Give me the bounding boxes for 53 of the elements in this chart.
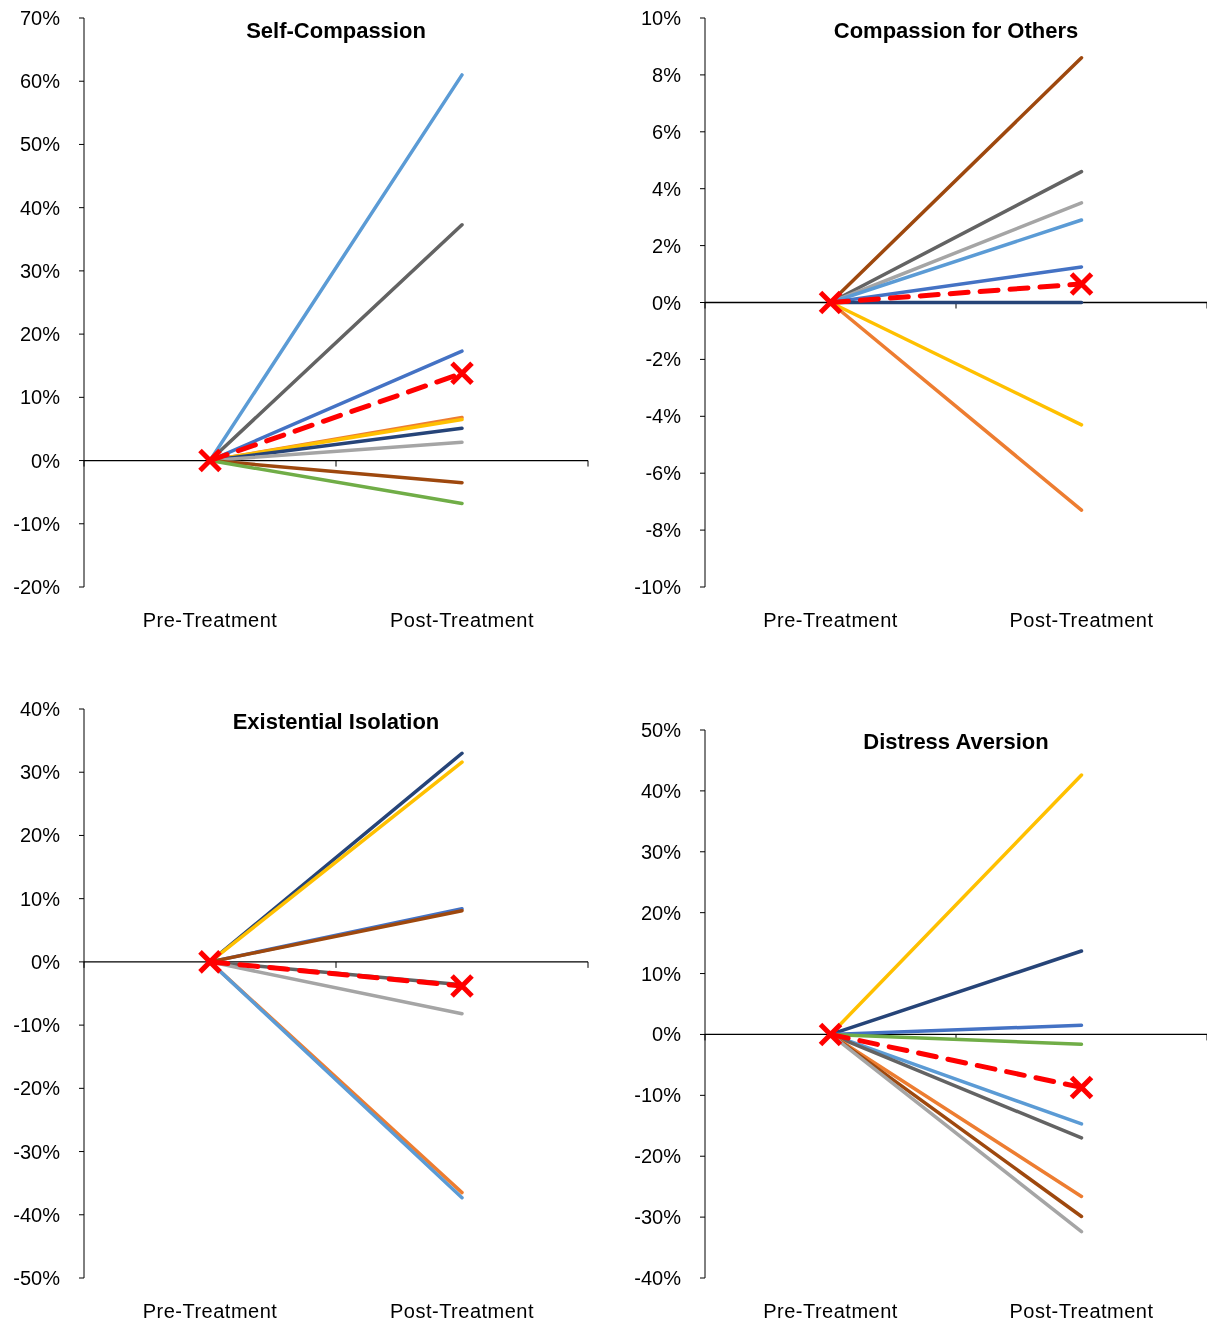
y-tick-label: 40%	[640, 779, 682, 802]
y-tick-label: -20%	[13, 576, 61, 598]
y-tick-label: 20%	[19, 323, 61, 346]
y-tick-label: -40%	[634, 1267, 682, 1289]
y-tick-label: 10%	[19, 386, 61, 409]
y-tick-label: -30%	[13, 1140, 61, 1163]
y-tick-label: -10%	[13, 1014, 61, 1037]
y-tick-label: 10%	[640, 7, 682, 29]
chart-title: Self-Compassion	[246, 17, 426, 43]
y-tick-label: 2%	[652, 234, 682, 257]
y-tick-label: -50%	[13, 1267, 61, 1289]
y-tick-label: -30%	[634, 1206, 682, 1229]
y-tick-label: 30%	[640, 840, 682, 863]
y-tick-label: 0%	[31, 449, 61, 472]
x-tick-label: Pre-Treatment	[763, 1300, 898, 1322]
y-tick-label: -2%	[645, 348, 682, 371]
y-tick-label: 60%	[19, 70, 61, 93]
y-tick-label: 40%	[19, 196, 61, 219]
y-tick-label: 0%	[652, 291, 682, 314]
y-tick-label: 10%	[640, 962, 682, 985]
y-tick-label: -40%	[13, 1203, 61, 1226]
x-tick-label: Pre-Treatment	[142, 609, 278, 631]
y-tick-label: 4%	[652, 177, 682, 200]
y-tick-label: -20%	[13, 1077, 61, 1100]
y-tick-label: 50%	[19, 133, 61, 156]
y-tick-label: 20%	[640, 901, 682, 924]
y-tick-label: -10%	[634, 1084, 682, 1107]
y-tick-label: 70%	[19, 7, 61, 29]
y-tick-label: 0%	[652, 1023, 682, 1046]
y-tick-label: -10%	[13, 512, 61, 535]
x-tick-label: Post-Treatment	[389, 609, 535, 631]
y-tick-label: -8%	[645, 519, 682, 542]
chart-title: Compassion for Others	[833, 17, 1079, 43]
y-tick-label: 10%	[19, 887, 61, 910]
y-tick-label: 6%	[652, 120, 682, 143]
x-tick-label: Pre-Treatment	[142, 1300, 278, 1322]
y-tick-label: -4%	[645, 405, 682, 428]
chart-title: Distress Aversion	[863, 728, 1049, 754]
y-tick-label: -6%	[645, 462, 682, 485]
x-tick-label: Post-Treatment	[389, 1300, 535, 1322]
y-tick-label: 30%	[19, 259, 61, 282]
chart-title: Existential Isolation	[232, 708, 440, 734]
y-tick-label: 20%	[19, 824, 61, 847]
y-tick-label: -20%	[634, 1145, 682, 1168]
x-tick-label: Post-Treatment	[1009, 1300, 1154, 1322]
x-tick-label: Pre-Treatment	[763, 609, 898, 631]
y-tick-label: -10%	[634, 576, 682, 598]
y-tick-label: 30%	[19, 761, 61, 784]
y-tick-label: 50%	[640, 719, 682, 741]
y-tick-label: 0%	[31, 950, 61, 973]
y-tick-label: 40%	[19, 698, 61, 720]
y-tick-label: 8%	[652, 63, 682, 86]
x-tick-label: Post-Treatment	[1009, 609, 1154, 631]
